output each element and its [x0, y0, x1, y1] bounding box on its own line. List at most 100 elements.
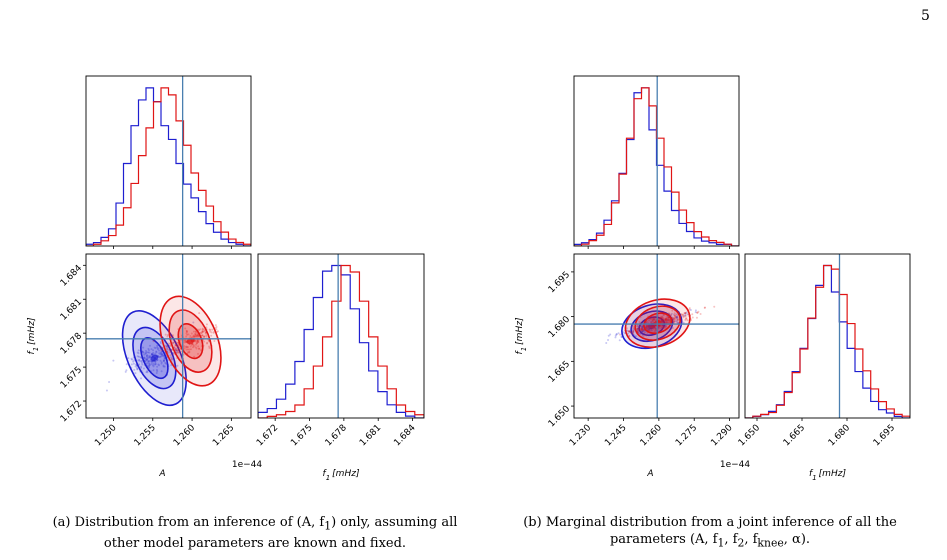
scatter-point [200, 331, 203, 334]
scatter-point [641, 329, 644, 332]
scatter-point [650, 326, 653, 329]
scatter-point [676, 315, 679, 318]
scatter-point [132, 362, 135, 365]
scatter-point [145, 354, 148, 357]
axis-label-f1-y: f1 [mHz] [27, 317, 40, 354]
scatter-point [653, 326, 656, 329]
scatter-point [197, 341, 200, 344]
scatter-point [688, 308, 691, 311]
scatter-point [661, 319, 664, 322]
scatter-point [159, 353, 162, 356]
scatter-point [172, 353, 175, 356]
scatter-point [165, 345, 168, 348]
scatter-point [169, 351, 172, 354]
scatter-point [163, 357, 166, 360]
scatter-point [194, 330, 197, 333]
scatter-point [170, 348, 173, 351]
scatter-point [697, 310, 700, 313]
scatter-point [659, 317, 662, 320]
scatter-point [196, 339, 199, 342]
scatter-point [213, 340, 216, 343]
scatter-point [150, 353, 153, 356]
tick-label-f1-x: 1.684 [392, 423, 417, 448]
scatter-point [664, 317, 667, 320]
scatter-point [654, 327, 657, 330]
scatter-point [667, 318, 670, 321]
scatter-point [135, 366, 138, 369]
scatter-point [661, 325, 664, 328]
scatter-point [142, 367, 145, 370]
scatter-point [632, 330, 635, 333]
scatter-point [651, 319, 654, 322]
scatter-point [673, 313, 676, 316]
scatter-point [147, 355, 150, 358]
scatter-point [159, 342, 162, 345]
axis-label-sub: 1 [520, 347, 528, 351]
scatter-point [632, 331, 635, 334]
scatter-point [184, 339, 187, 342]
scatter-point [159, 359, 162, 362]
scatter-point [177, 348, 180, 351]
scatter-point [651, 324, 654, 327]
scatter-point [607, 334, 610, 337]
axis-label-unit: [mHz] [27, 317, 37, 345]
scatter-point [143, 356, 146, 359]
scatter-point [141, 363, 144, 366]
scatter-point [152, 349, 155, 352]
scatter-point [659, 325, 662, 328]
scatter-point [125, 363, 128, 366]
axis-label-unit: [mHz] [819, 469, 847, 479]
scatter-point [660, 324, 663, 327]
scatter-point [133, 368, 136, 371]
scatter-point [197, 335, 200, 338]
scatter-point [653, 326, 656, 329]
scatter-point [649, 325, 652, 328]
scatter-point [660, 315, 663, 318]
tick-label-f1-x: 1.678 [324, 423, 349, 448]
scatter-point [112, 359, 115, 362]
scatter-point [667, 321, 670, 324]
scatter-point [636, 330, 639, 333]
scatter-point [665, 325, 668, 328]
scatter-point [185, 345, 188, 348]
scatter-point [153, 346, 156, 349]
scatter-point [175, 348, 178, 351]
scatter-point [609, 333, 612, 336]
scatter-point [644, 330, 647, 333]
scatter-point [150, 352, 153, 355]
scatter-point [140, 359, 143, 362]
scatter-point [673, 314, 676, 317]
axis-label-A: A [158, 469, 165, 479]
scatter-point [196, 333, 199, 336]
scatter-point [662, 319, 665, 322]
scatter-point [713, 305, 716, 308]
scatter-point [665, 318, 668, 321]
scatter-point [651, 325, 654, 328]
scatter-point [138, 359, 141, 362]
scatter-point [636, 327, 639, 330]
scatter-point [214, 324, 217, 327]
scatter-point [649, 326, 652, 329]
scatter-point [634, 335, 637, 338]
scatter-point [145, 358, 148, 361]
scatter-point [673, 320, 676, 323]
scatter-point [136, 368, 139, 371]
scatter-point [192, 345, 195, 348]
scatter-point [178, 350, 181, 353]
scatter-point [638, 325, 641, 328]
scatter-point [673, 316, 676, 319]
scatter-point [684, 313, 687, 316]
scatter-point [209, 330, 212, 333]
scatter-point [694, 309, 697, 312]
scatter-point [184, 339, 187, 342]
scatter-point [131, 358, 134, 361]
scatter-point [162, 354, 165, 357]
scatter-point [639, 325, 642, 328]
scatter-point [648, 319, 651, 322]
scatter-point [704, 306, 707, 309]
scatter-point [199, 349, 202, 352]
scatter-point [683, 315, 686, 318]
scatter-point [158, 356, 161, 359]
scatter-point [164, 361, 167, 364]
hist-A-0 [574, 87, 739, 246]
